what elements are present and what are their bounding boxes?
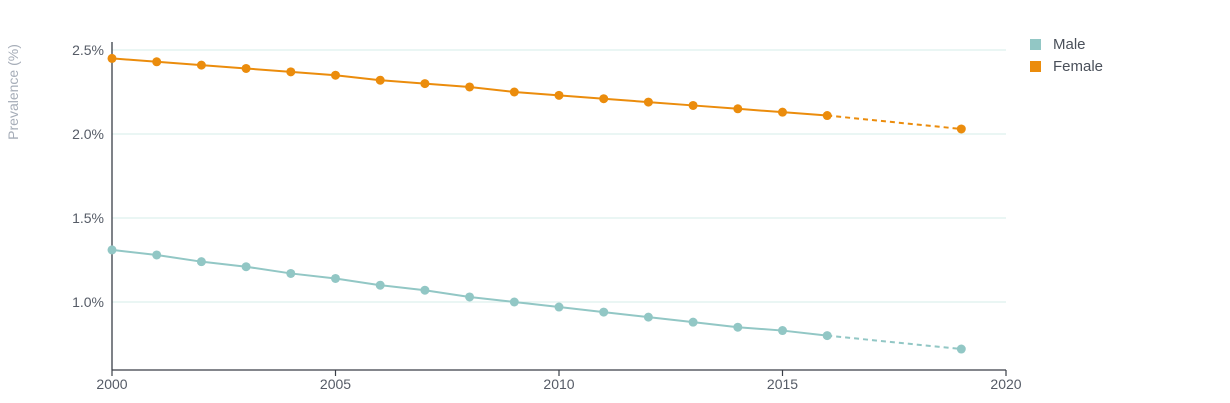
legend-swatch-female — [1030, 60, 1041, 72]
data-point-female[interactable] — [956, 124, 966, 134]
data-point-male[interactable] — [599, 307, 609, 317]
data-point-female[interactable] — [688, 100, 698, 110]
x-tick-labels: 2000 2005 2010 2015 2020 — [96, 370, 1022, 392]
y-tick-label: 2.0% — [72, 126, 104, 142]
data-point-male[interactable] — [241, 262, 251, 272]
legend-item-female[interactable]: Female — [1030, 55, 1103, 77]
y-tick-label: 1.0% — [72, 294, 104, 310]
data-point-male[interactable] — [733, 322, 743, 332]
data-point-male[interactable] — [956, 344, 966, 354]
x-tick-label: 2000 — [96, 376, 127, 392]
legend-swatch-male — [1030, 38, 1041, 50]
y-tick-label: 2.5% — [72, 42, 104, 58]
data-point-female[interactable] — [331, 70, 340, 80]
data-point-male[interactable] — [509, 297, 519, 307]
data-point-female[interactable] — [509, 87, 519, 97]
data-point-female[interactable] — [733, 104, 743, 114]
data-point-male[interactable] — [688, 317, 698, 327]
data-point-male[interactable] — [554, 302, 564, 312]
y-tick-label: 1.5% — [72, 210, 104, 226]
data-point-female[interactable] — [420, 79, 430, 89]
data-point-male[interactable] — [286, 268, 296, 278]
data-point-male[interactable] — [152, 250, 162, 260]
x-tick-label: 2010 — [543, 376, 574, 392]
data-point-female[interactable] — [196, 60, 206, 70]
series-projection-male — [827, 334, 962, 351]
data-point-female[interactable] — [107, 53, 117, 63]
data-point-female[interactable] — [822, 111, 832, 121]
x-tick-label: 2020 — [990, 376, 1021, 392]
data-point-male[interactable] — [107, 245, 117, 255]
x-tick-label: 2015 — [767, 376, 798, 392]
y-axis-label: Prevalence (%) — [5, 44, 21, 140]
data-point-female[interactable] — [152, 57, 162, 67]
data-point-female[interactable] — [599, 94, 609, 104]
data-point-male[interactable] — [420, 285, 430, 295]
data-point-male[interactable] — [778, 326, 787, 336]
data-point-female[interactable] — [375, 75, 385, 85]
series-group — [107, 53, 966, 354]
data-point-female[interactable] — [465, 82, 475, 92]
legend-label-male: Male — [1053, 35, 1086, 53]
series-projection-female — [827, 114, 962, 130]
x-tick-label: 2005 — [320, 376, 351, 392]
data-point-male[interactable] — [331, 273, 340, 283]
data-point-male[interactable] — [643, 312, 653, 322]
data-point-female[interactable] — [643, 97, 653, 107]
data-point-female[interactable] — [286, 67, 296, 77]
legend-label-female: Female — [1053, 57, 1104, 75]
data-point-male[interactable] — [822, 331, 832, 341]
data-point-male[interactable] — [465, 292, 475, 302]
data-point-female[interactable] — [554, 90, 564, 100]
data-point-female[interactable] — [778, 107, 787, 117]
gridlines — [112, 49, 1006, 303]
data-point-female[interactable] — [241, 63, 251, 73]
y-tick-labels: 1.0% 1.5% 2.0% 2.5% — [72, 42, 104, 310]
data-point-male[interactable] — [375, 280, 385, 290]
legend-item-male[interactable]: Male — [1030, 33, 1103, 55]
data-point-male[interactable] — [196, 257, 206, 267]
legend: Male Female — [1030, 33, 1103, 77]
